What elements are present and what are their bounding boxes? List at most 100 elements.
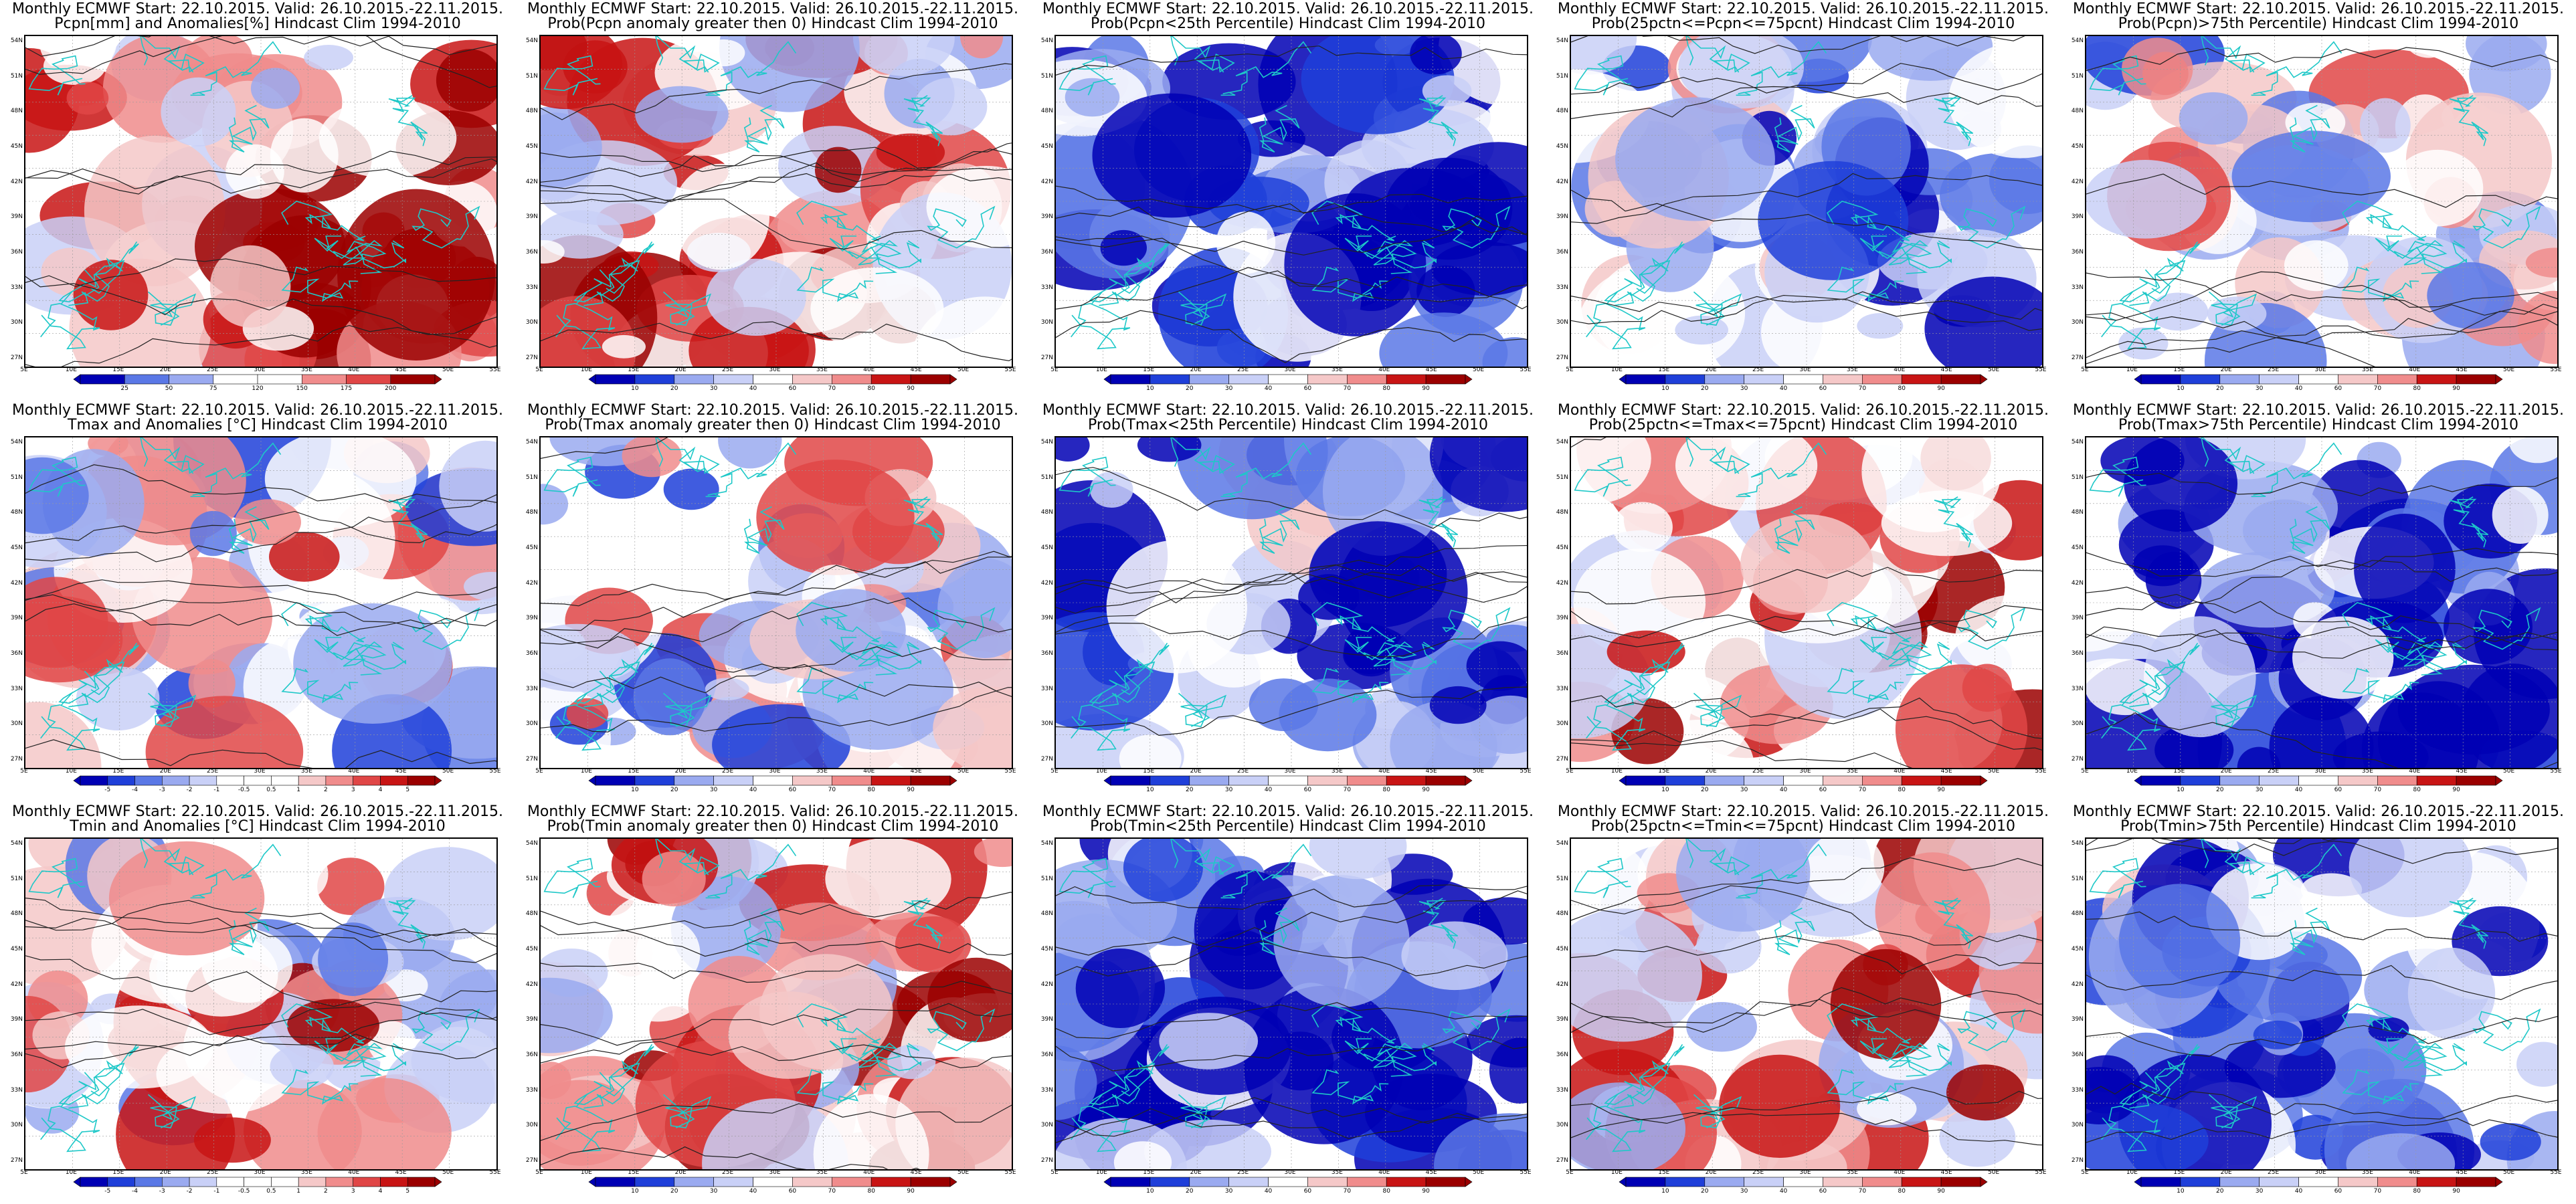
map-area <box>2085 436 2559 769</box>
longitude-label: 10E <box>65 1169 77 1176</box>
latitude-label: 30N <box>1556 720 1568 728</box>
latitude-label: 54N <box>1040 37 1053 44</box>
longitude-label: 35E <box>816 768 828 775</box>
colorbar-tick-label: 90 <box>1937 787 1945 793</box>
latitude-label: 51N <box>2071 875 2084 882</box>
latitude-label: 27N <box>2071 1157 2084 1164</box>
colorbar-tick-label: -1 <box>213 787 220 793</box>
longitude-label: 20E <box>159 1169 171 1176</box>
longitude-label: 25E <box>1752 768 1764 775</box>
colorbar-tick-label: 40 <box>1264 385 1273 392</box>
panel-title-line1: Monthly ECMWF Start: 22.10.2015. Valid: … <box>1042 1 1534 17</box>
colorbar-tick-label: 80 <box>1898 1188 1906 1195</box>
colorbar <box>1103 374 1473 385</box>
longitude-label: 30E <box>254 1169 266 1176</box>
colorbar-tick-label: 20 <box>670 385 678 392</box>
colorbar-tick-label: 20 <box>1186 1188 1194 1195</box>
longitude-label: 50E <box>442 367 454 373</box>
colorbar-tick-label: -5 <box>104 787 111 793</box>
colorbar <box>73 775 442 786</box>
colorbar <box>1619 775 1988 786</box>
longitude-label: 40E <box>2409 768 2421 775</box>
longitude-label: 45E <box>1425 1169 1437 1176</box>
longitude-label: 15E <box>112 768 124 775</box>
latitude-label: 33N <box>1556 685 1568 692</box>
latitude-label: 42N <box>525 579 538 587</box>
latitude-label: 48N <box>2071 108 2084 115</box>
longitude-label: 5E <box>1566 768 1574 775</box>
panel-title-line1: Monthly ECMWF Start: 22.10.2015. Valid: … <box>2072 1 2565 17</box>
colorbar-tick-label: 80 <box>1898 787 1906 793</box>
longitude-label: 55E <box>2035 367 2047 373</box>
longitude-label: 35E <box>300 1169 312 1176</box>
longitude-label: 30E <box>254 768 266 775</box>
latitude-label: 51N <box>525 875 538 882</box>
colorbar-tick-label: 4 <box>378 787 383 793</box>
colorbar-tick-label: 20 <box>2216 787 2224 793</box>
colorbar-tick-label: 80 <box>2413 385 2421 392</box>
longitude-label: 40E <box>1378 367 1390 373</box>
colorbar-tick-label: 10 <box>1661 385 1669 392</box>
forecast-map-panel: Monthly ECMWF Start: 22.10.2015. Valid: … <box>0 0 515 401</box>
longitude-label: 30E <box>2314 768 2326 775</box>
colorbar-tick-label: 10 <box>2177 1188 2185 1195</box>
colorbar-tick-label: 200 <box>385 385 397 392</box>
colorbar-tick-label: 80 <box>1382 385 1390 392</box>
map-area <box>2085 35 2559 368</box>
longitude-label: 10E <box>580 768 592 775</box>
longitude-label: 45E <box>910 1169 922 1176</box>
panel-title-line2: Prob(Tmin anomaly greater then 0) Hindca… <box>547 818 999 835</box>
colorbar-tick-label: 75 <box>209 385 217 392</box>
latitude-label: 36N <box>1040 650 1053 657</box>
longitude-label: 45E <box>395 367 407 373</box>
map-area <box>1054 837 1528 1171</box>
longitude-label: 10E <box>65 768 77 775</box>
latitude-label: 48N <box>2071 910 2084 918</box>
latitude-label: 42N <box>1556 981 1568 988</box>
latitude-label: 51N <box>525 474 538 481</box>
colorbar-tick-label: 1 <box>296 1188 300 1195</box>
latitude-label: 33N <box>1040 685 1053 692</box>
panel-title-line2: Prob(Pcpn)>75th Percentile) Hindcast Cli… <box>2118 15 2519 32</box>
latitude-label: 39N <box>1556 1016 1568 1023</box>
longitude-label: 30E <box>769 367 781 373</box>
latitude-label: 54N <box>10 37 23 44</box>
colorbar-tick-label: 10 <box>2177 787 2185 793</box>
forecast-map-panel: Monthly ECMWF Start: 22.10.2015. Valid: … <box>0 401 515 803</box>
longitude-label: 20E <box>2220 768 2232 775</box>
latitude-label: 45N <box>2071 544 2084 551</box>
latitude-label: 36N <box>1556 1051 1568 1058</box>
latitude-label: 54N <box>10 439 23 445</box>
latitude-label: 33N <box>10 685 23 692</box>
longitude-label: 25E <box>1752 367 1764 373</box>
latitude-label: 39N <box>10 213 23 221</box>
longitude-label: 15E <box>1658 768 1670 775</box>
latitude-label: 27N <box>2071 756 2084 763</box>
panel-title-line2: Prob(Pcpn<25th Percentile) Hindcast Clim… <box>1091 15 1485 32</box>
latitude-label: 36N <box>1556 650 1568 657</box>
colorbar-tick-label: 90 <box>907 787 915 793</box>
forecast-map-panel: Monthly ECMWF Start: 22.10.2015. Valid: … <box>1030 0 1546 401</box>
longitude-label: 20E <box>2220 367 2232 373</box>
latitude-label: 33N <box>525 685 538 692</box>
latitude-label: 36N <box>1040 249 1053 256</box>
longitude-label: 55E <box>2035 768 2047 775</box>
longitude-label: 40E <box>2409 1169 2421 1176</box>
colorbar-tick-label: 4 <box>378 1188 383 1195</box>
longitude-label: 55E <box>1520 1169 1532 1176</box>
longitude-label: 5E <box>1566 367 1574 373</box>
colorbar-tick-label: 60 <box>1303 385 1312 392</box>
longitude-label: 30E <box>1799 1169 1811 1176</box>
colorbar-tick-label: 10 <box>1146 385 1154 392</box>
colorbar <box>588 775 957 786</box>
latitude-label: 39N <box>2071 615 2084 622</box>
latitude-label: 42N <box>10 981 23 988</box>
latitude-label: 33N <box>10 1086 23 1094</box>
colorbar <box>1619 374 1988 385</box>
colorbar-tick-label: 70 <box>828 787 836 793</box>
longitude-label: 50E <box>957 768 970 775</box>
colorbar-tick-label: -3 <box>159 787 165 793</box>
longitude-label: 15E <box>2173 768 2185 775</box>
forecast-map-panel: Monthly ECMWF Start: 22.10.2015. Valid: … <box>1546 401 2061 803</box>
longitude-label: 10E <box>1611 1169 1623 1176</box>
